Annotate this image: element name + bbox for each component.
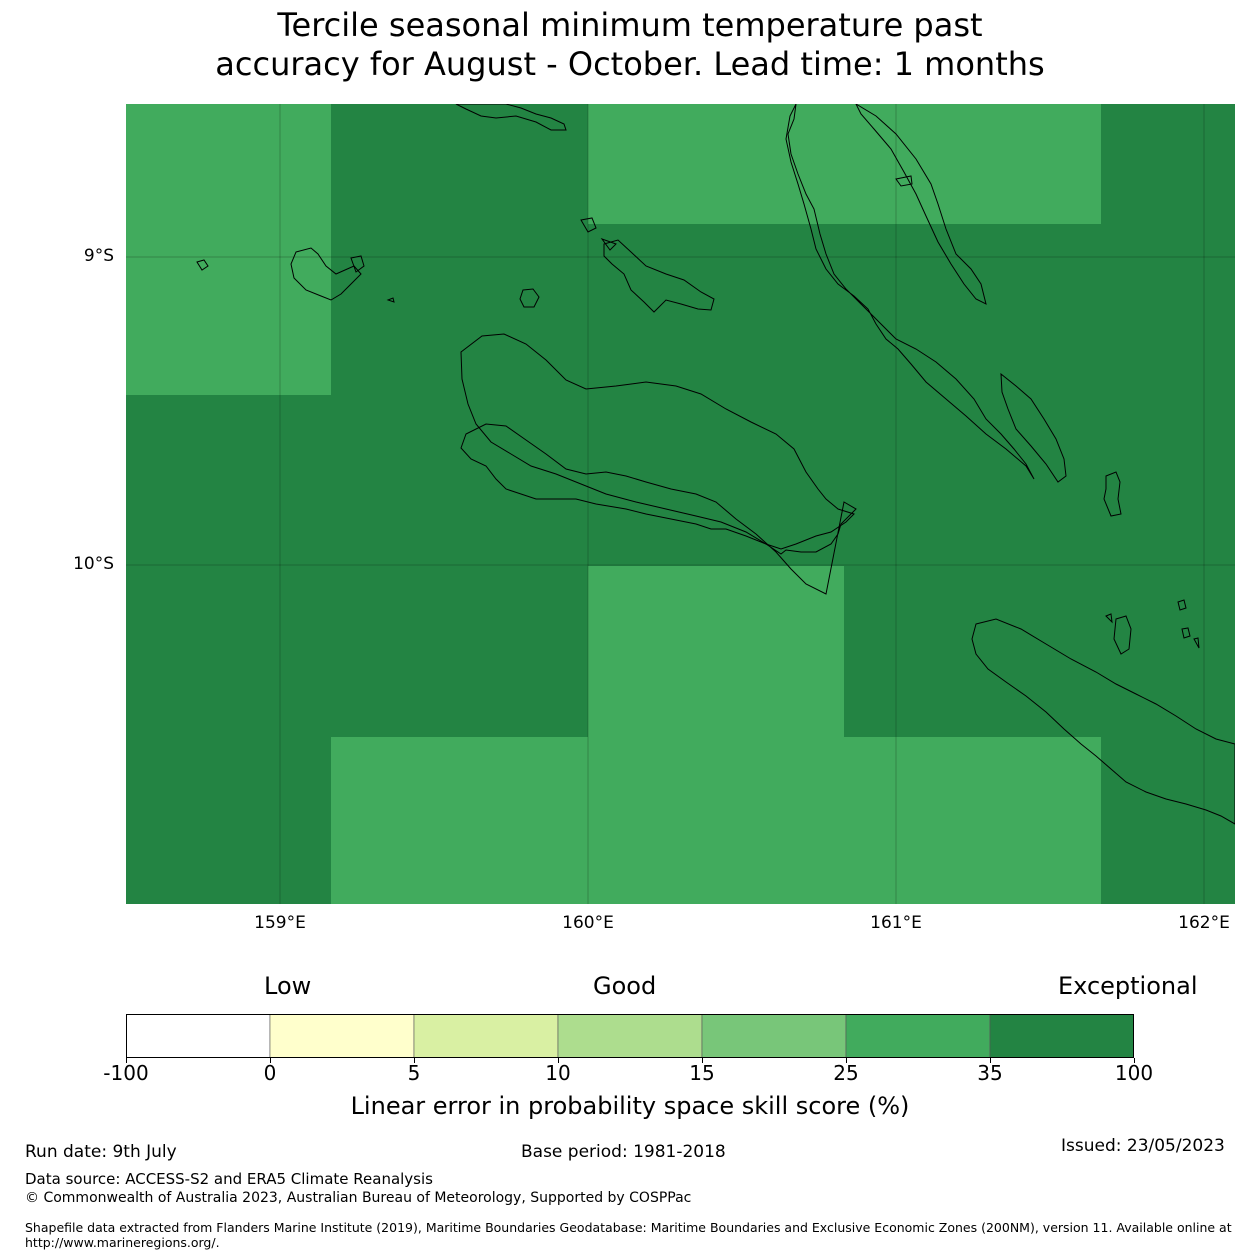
shapefile-credit-line-2: http://www.marineregions.org/. [25, 1235, 220, 1250]
chart-title-line-1: Tercile seasonal minimum temperature pas… [277, 6, 983, 44]
colorbar-tick-label: 100 [1114, 1061, 1154, 1085]
skill-map [126, 104, 1235, 904]
chart-title-line-2: accuracy for August - October. Lead time… [215, 45, 1045, 83]
colorbar-tick-mark [701, 1058, 703, 1063]
colorbar-tick-mark [1133, 1058, 1135, 1063]
colorbar-svg [125, 1013, 1135, 1059]
colorbar-segment [989, 1013, 1135, 1059]
lon-label-162e: 162°E [1178, 913, 1230, 933]
colorbar-tick-mark [125, 1058, 127, 1063]
lon-label-161e: 161°E [870, 913, 922, 933]
colorbar-tick-label: 10 [545, 1061, 571, 1085]
coastlines [196, 104, 1235, 825]
colorbar-outline [126, 1014, 1134, 1058]
region-good-south [331, 737, 1101, 904]
colorbar-tick-label: 35 [977, 1061, 1003, 1085]
colorbar-segment [269, 1013, 415, 1059]
region-good-northwest [126, 104, 331, 395]
lat-label-9s: 9°S [83, 246, 114, 266]
shapefile-credit-line-1: Shapefile data extracted from Flanders M… [25, 1220, 1232, 1235]
region-good-north [588, 104, 1101, 224]
colorbar-header-exceptional: Exceptional [1058, 972, 1198, 1000]
run-date: Run date: 9th July [25, 1142, 177, 1162]
colorbar [125, 1013, 1135, 1059]
colorbar-tick-label: 15 [689, 1061, 715, 1085]
colorbar-tick-label: 0 [263, 1061, 277, 1085]
colorbar-segment [125, 1013, 271, 1059]
colorbar-tick-mark [413, 1058, 415, 1063]
colorbar-segment [845, 1013, 991, 1059]
colorbar-segment [413, 1013, 559, 1059]
colorbar-segment [557, 1013, 703, 1059]
colorbar-tick-label: -100 [103, 1061, 149, 1085]
colorbar-tick-mark [269, 1058, 271, 1063]
colorbar-label: Linear error in probability space skill … [350, 1092, 910, 1120]
lon-label-159e: 159°E [254, 913, 306, 933]
map-gridlines [126, 104, 1235, 904]
colorbar-tick-mark [989, 1058, 991, 1063]
colorbar-header-good: Good [593, 972, 657, 1000]
colorbar-tick-mark [845, 1058, 847, 1063]
lat-label-10s: 10°S [73, 554, 114, 574]
lon-label-160e: 160°E [562, 913, 614, 933]
skill-map-svg [126, 104, 1235, 904]
colorbar-segment [701, 1013, 847, 1059]
issued-date: Issued: 23/05/2023 [1061, 1136, 1225, 1156]
colorbar-tick-label: 25 [833, 1061, 859, 1085]
base-period: Base period: 1981-2018 [521, 1142, 726, 1162]
colorbar-tick-mark [557, 1058, 559, 1063]
colorbar-header-low: Low [264, 972, 312, 1000]
copyright: © Commonwealth of Australia 2023, Austra… [25, 1190, 692, 1206]
data-source: Data source: ACCESS-S2 and ERA5 Climate … [25, 1170, 433, 1188]
colorbar-tick-label: 5 [407, 1061, 421, 1085]
